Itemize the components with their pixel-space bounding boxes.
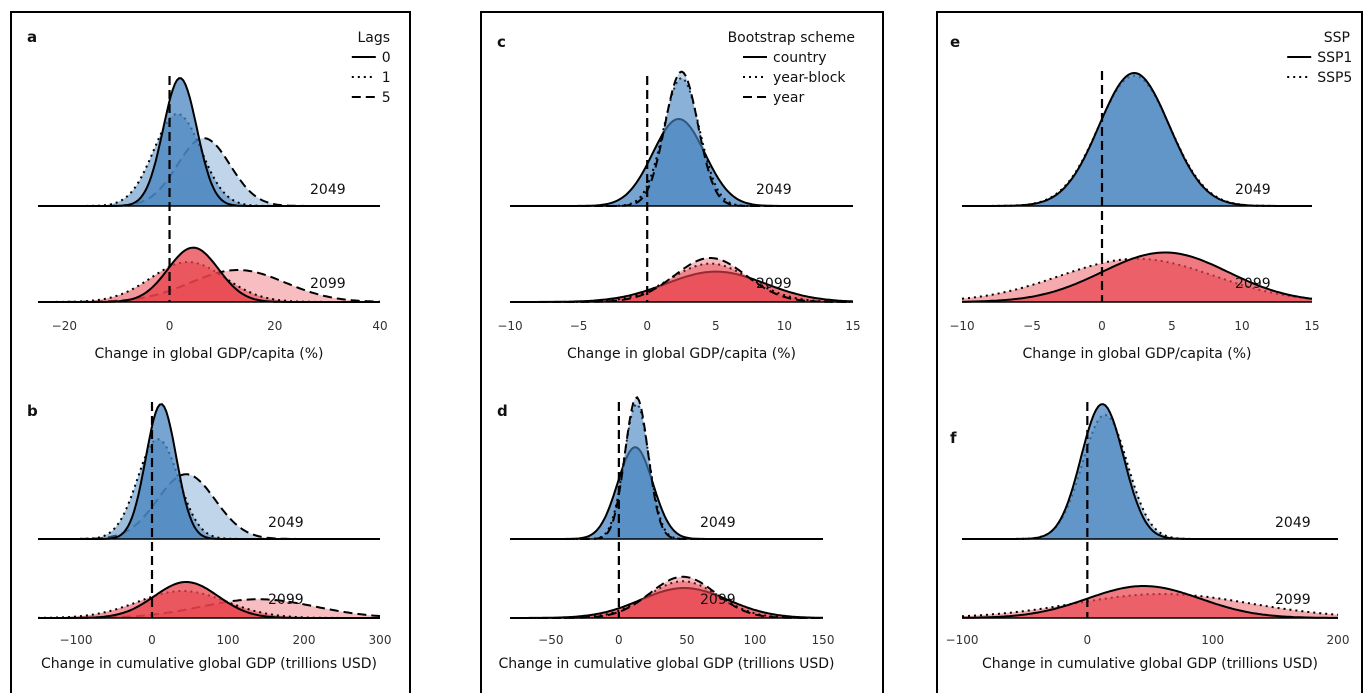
- year-label-2049: 2049: [1235, 182, 1271, 198]
- year-label-2099: 2099: [310, 276, 346, 292]
- year-label-2049: 2049: [700, 515, 736, 531]
- x-tick-label: 100: [217, 633, 240, 647]
- year-label-2049: 2049: [310, 182, 346, 198]
- density-fill-2099-year: [510, 576, 823, 618]
- x-tick-label: 200: [293, 633, 316, 647]
- x-tick-label: −5: [1023, 319, 1041, 333]
- x-tick-label: 0: [166, 319, 174, 333]
- x-tick-label: −10: [497, 319, 522, 333]
- legend-label: 1: [382, 70, 391, 86]
- density-fill-2099-year: [510, 258, 853, 302]
- panel-letter-c: c: [497, 33, 506, 51]
- x-tick-label: 0: [643, 319, 651, 333]
- legend-title: Bootstrap scheme: [728, 30, 855, 46]
- x-tick-label: 20: [267, 319, 282, 333]
- density-fill-2049-5: [38, 474, 380, 539]
- density-fill-2099-country: [510, 271, 853, 302]
- density-fill-2099-SSP1: [962, 586, 1338, 618]
- x-axis-label: Change in global GDP/capita (%): [567, 346, 796, 362]
- panel-a: a 2049 2099 −20 0 20 40 Change in global GDP/ca…: [27, 28, 391, 362]
- year-label-2049: 2049: [268, 515, 304, 531]
- density-fill-2099-0: [38, 247, 380, 302]
- legend-title: SSP: [1324, 30, 1350, 46]
- x-tick-label: 10: [1234, 319, 1249, 333]
- density-curve-2099-SSP1: [962, 585, 1338, 619]
- density-fill-2049-year-block: [510, 78, 853, 206]
- panel-d: d 2049 2099 −50 0 50 100 150 Change in cumulativ…: [497, 396, 835, 672]
- panel-letter-f: f: [950, 429, 957, 447]
- density-curve-2099-SSP1: [962, 251, 1313, 303]
- x-tick-label: 100: [744, 633, 767, 647]
- panel-letter-d: d: [497, 402, 508, 420]
- legend-label: year: [773, 90, 804, 106]
- column-border-middle: [480, 11, 884, 693]
- x-tick-label: −50: [538, 633, 563, 647]
- legend-a: Lags 0 1 5: [351, 30, 391, 106]
- x-tick-label: −10: [949, 319, 974, 333]
- column-border-left: [10, 11, 411, 693]
- density-fill-2049-country: [510, 447, 823, 539]
- x-tick-label: 0: [1084, 633, 1092, 647]
- panel-letter-e: e: [950, 33, 960, 51]
- legend-c: Bootstrap scheme country year-block year: [728, 30, 855, 106]
- density-fill-2049-SSP1: [962, 73, 1312, 206]
- x-axis-label: Change in global GDP/capita (%): [1023, 346, 1252, 362]
- x-tick-label: 0: [148, 633, 156, 647]
- x-tick-label: 10: [777, 319, 792, 333]
- legend-label: SSP5: [1317, 70, 1352, 86]
- x-tick-label: 5: [712, 319, 720, 333]
- year-label-2099: 2099: [268, 592, 304, 608]
- x-tick-label: 100: [1201, 633, 1224, 647]
- x-tick-label: 50: [679, 633, 694, 647]
- legend-label: country: [773, 50, 827, 66]
- density-fill-2049-year: [510, 71, 853, 206]
- x-tick-label: 150: [812, 633, 835, 647]
- x-tick-label: 0: [1098, 319, 1106, 333]
- legend-title: Lags: [357, 30, 390, 46]
- x-tick-label: 40: [372, 319, 387, 333]
- panel-letter-b: b: [27, 402, 38, 420]
- density-fill-2099-0: [38, 582, 380, 618]
- density-fill-2049-country: [510, 119, 853, 206]
- year-label-2099: 2099: [1235, 276, 1271, 292]
- legend-label: 5: [382, 90, 391, 106]
- panel-e: e 2049 2099 −10 −5 0 5 10 15 Change in global GDP…: [949, 30, 1352, 362]
- legend-e: SSP SSP1 SSP5: [1287, 30, 1352, 86]
- year-label-2099: 2099: [756, 276, 792, 292]
- panel-b: b 2049 2099 −100 0 100 200 300 Change in cumulat…: [27, 402, 391, 672]
- x-tick-label: −5: [570, 319, 588, 333]
- x-axis-label: Change in cumulative global GDP (trillio…: [41, 656, 377, 672]
- density-fill-2099-year-block: [510, 581, 823, 618]
- x-tick-label: 15: [845, 319, 860, 333]
- legend-label: year-block: [773, 70, 846, 86]
- x-tick-label: 200: [1327, 633, 1350, 647]
- density-fill-2049-0: [38, 78, 380, 206]
- legend-label: SSP1: [1317, 50, 1352, 66]
- x-tick-label: −20: [52, 319, 77, 333]
- x-tick-label: 5: [1168, 319, 1176, 333]
- x-tick-label: 300: [369, 633, 392, 647]
- density-curve-2099-year-block: [510, 262, 853, 303]
- legend-label: 0: [382, 50, 391, 66]
- year-label-2049: 2049: [756, 182, 792, 198]
- x-tick-label: −100: [946, 633, 979, 647]
- x-tick-label: 0: [615, 633, 623, 647]
- x-axis-label: Change in global GDP/capita (%): [95, 346, 324, 362]
- x-axis-label: Change in cumulative global GDP (trillio…: [982, 656, 1318, 672]
- density-fill-2099-SSP1: [962, 252, 1312, 302]
- x-tick-label: 15: [1304, 319, 1319, 333]
- density-curve-2049-year: [510, 396, 823, 540]
- density-fill-2099-year-block: [510, 263, 853, 302]
- x-tick-label: −100: [60, 633, 93, 647]
- x-axis-label: Change in cumulative global GDP (trillio…: [498, 656, 834, 672]
- panel-c: c 2049 2099 −10 −5 0 5 10 15 Change in global GDP…: [497, 30, 861, 362]
- density-curve-2099-year: [510, 575, 823, 619]
- year-label-2049: 2049: [1275, 515, 1311, 531]
- year-label-2099: 2099: [1275, 592, 1311, 608]
- year-label-2099: 2099: [700, 592, 736, 608]
- panel-f: f 2049 2099 −100 0 100 200 Change in cumulative…: [946, 402, 1350, 672]
- column-border-right: [936, 11, 1363, 693]
- panel-letter-a: a: [27, 28, 37, 46]
